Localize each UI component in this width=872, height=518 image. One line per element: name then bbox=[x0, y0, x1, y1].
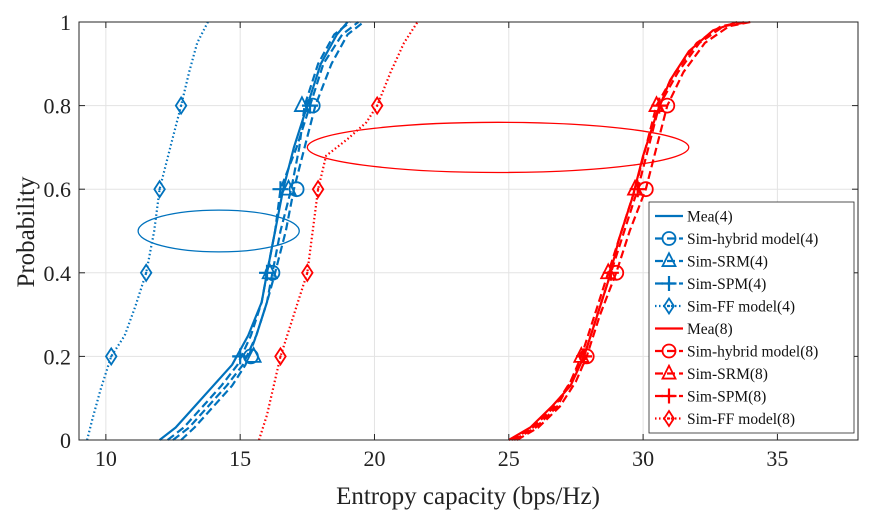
ticks: 10 15 20 25 30 35 0 0.2 0.4 0.6 0.8 1 bbox=[44, 10, 858, 471]
series-sim-spm-4 bbox=[166, 21, 360, 441]
series-line bbox=[510, 20, 749, 441]
annotations bbox=[137, 121, 690, 253]
legend-label: Mea(4) bbox=[687, 209, 733, 226]
legend-label: Sim-SPM(4) bbox=[687, 276, 766, 293]
triangle-marker bbox=[293, 95, 311, 112]
x-tick-label: 35 bbox=[766, 446, 788, 471]
series-sim-hybrid-model-4 bbox=[180, 21, 365, 441]
plus-marker bbox=[661, 388, 677, 404]
legend-box bbox=[648, 201, 855, 434]
diamond-marker-center bbox=[667, 417, 671, 420]
triangle-marker bbox=[661, 251, 677, 267]
legend-entry: Sim-SRM(8) bbox=[655, 363, 768, 383]
diamond-marker-center bbox=[667, 304, 671, 308]
diamond-marker bbox=[274, 346, 287, 367]
y-axis-label: Probability bbox=[13, 176, 40, 288]
series-line bbox=[158, 21, 349, 441]
x-axis-label: Entropy capacity (bps/Hz) bbox=[336, 483, 600, 510]
plot-area-frame bbox=[78, 21, 859, 441]
series-mea-4 bbox=[158, 21, 349, 441]
legend-label: Mea(8) bbox=[687, 321, 733, 338]
diamond-marker-center bbox=[375, 104, 379, 107]
legend-entry: Sim-hybrid model(4) bbox=[655, 231, 818, 248]
legend-entry: Sim-SRM(4) bbox=[655, 251, 768, 271]
x-tick-label: 10 bbox=[95, 446, 117, 471]
series-line bbox=[257, 21, 419, 441]
diamond-marker-center bbox=[306, 271, 309, 274]
x-tick-label: 25 bbox=[498, 446, 520, 471]
circle-marker bbox=[661, 231, 677, 246]
series-group bbox=[86, 20, 751, 441]
plus-marker bbox=[661, 276, 677, 291]
series-sim-spm-8 bbox=[510, 20, 749, 441]
diamond-marker-center bbox=[279, 355, 282, 358]
x-tick-label: 30 bbox=[632, 446, 654, 471]
circle-marker bbox=[661, 343, 677, 359]
diamond-marker-center bbox=[158, 188, 161, 191]
diamond-marker bbox=[174, 95, 188, 116]
plus-marker bbox=[651, 97, 668, 114]
series-sim-ff-model-4 bbox=[86, 21, 209, 441]
legend-label: Sim-SRM(8) bbox=[687, 366, 768, 383]
highlight-ellipse bbox=[137, 209, 300, 253]
legend-entry: Mea(8) bbox=[655, 321, 733, 338]
legend-entry: Sim-SPM(4) bbox=[655, 276, 766, 293]
plus-marker bbox=[576, 348, 593, 365]
y-tick-label: 0.8 bbox=[44, 94, 72, 119]
circle-marker bbox=[288, 181, 305, 198]
y-tick-label: 0.4 bbox=[44, 261, 72, 286]
legend-entry: Mea(4) bbox=[655, 209, 733, 226]
diamond-marker bbox=[663, 409, 675, 428]
legend-entry: Sim-FF model(4) bbox=[655, 296, 795, 316]
series-line bbox=[513, 20, 746, 441]
diamond-marker bbox=[139, 263, 153, 283]
triangle-marker bbox=[245, 346, 263, 363]
diamond-marker-center bbox=[179, 104, 183, 107]
diamond-marker bbox=[153, 179, 166, 199]
y-tick-label: 0.6 bbox=[44, 177, 72, 202]
series-line bbox=[180, 21, 365, 441]
legend-label: Sim-hybrid model(4) bbox=[687, 231, 818, 248]
plus-marker bbox=[232, 348, 249, 365]
y-tick-label: 0.2 bbox=[44, 344, 72, 369]
diamond-marker bbox=[311, 179, 325, 199]
series-line bbox=[516, 20, 751, 441]
series-line bbox=[86, 21, 209, 441]
triangle-marker bbox=[280, 178, 297, 196]
highlight-ellipse bbox=[306, 121, 690, 174]
plus-marker bbox=[259, 264, 276, 281]
diamond-marker-center bbox=[144, 271, 148, 274]
y-tick-label: 0 bbox=[60, 428, 71, 453]
series-sim-srm-4 bbox=[172, 21, 351, 441]
legend-entry: Sim-FF model(8) bbox=[655, 409, 795, 428]
plus-marker bbox=[629, 181, 646, 198]
series-line bbox=[172, 21, 351, 441]
diamond-marker bbox=[104, 346, 118, 367]
legend-label: Sim-SPM(8) bbox=[687, 389, 766, 406]
series-sim-ff-model-8 bbox=[257, 21, 419, 441]
x-tick-label: 20 bbox=[363, 446, 385, 471]
legend-label: Sim-FF model(4) bbox=[687, 299, 795, 316]
diamond-marker-center bbox=[110, 355, 113, 358]
plus-marker bbox=[602, 264, 619, 281]
y-tick-label: 1 bbox=[60, 10, 71, 35]
plus-marker bbox=[272, 181, 289, 198]
diamond-marker bbox=[370, 95, 384, 116]
series-line bbox=[166, 21, 360, 441]
plus-marker bbox=[302, 97, 319, 114]
diamond-marker-center bbox=[316, 188, 320, 191]
legend-entry: Sim-SPM(8) bbox=[655, 388, 766, 406]
legend-entry: Sim-hybrid model(8) bbox=[655, 344, 818, 361]
legend-label: Sim-SRM(4) bbox=[687, 254, 768, 271]
legend-label: Sim-hybrid model(8) bbox=[687, 344, 818, 361]
legend-label: Sim-FF model(8) bbox=[687, 411, 795, 428]
x-tick-label: 15 bbox=[229, 446, 251, 471]
diamond-marker bbox=[301, 263, 314, 283]
diamond-marker bbox=[663, 296, 675, 316]
legend: Mea(4) Sim-hybrid model(4) Sim-SRM(4) Sim-S… bbox=[648, 201, 855, 434]
triangle-marker bbox=[661, 363, 677, 380]
